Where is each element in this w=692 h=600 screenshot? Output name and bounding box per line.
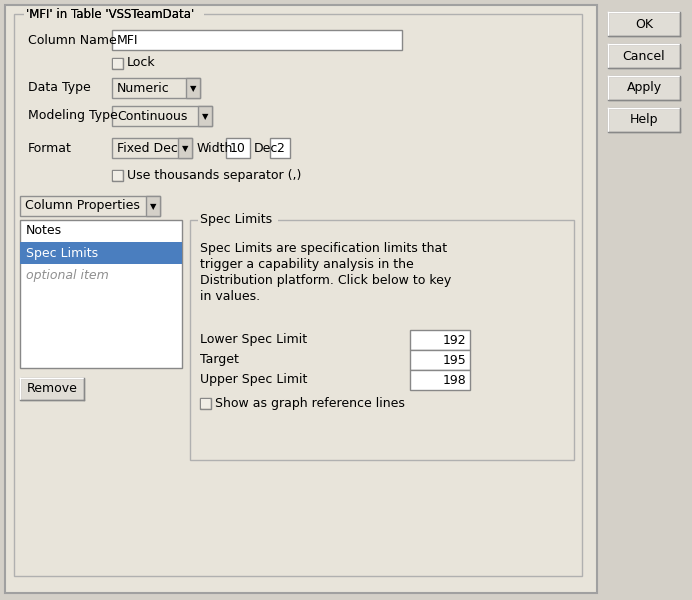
Text: Data Type: Data Type	[28, 82, 91, 94]
Text: optional item: optional item	[26, 269, 109, 281]
Text: Help: Help	[630, 113, 658, 127]
Text: Target: Target	[200, 353, 239, 367]
Text: 10: 10	[230, 142, 246, 154]
Text: Modeling Type: Modeling Type	[28, 109, 118, 122]
Text: ▼: ▼	[149, 202, 156, 211]
Bar	[20, 378, 84, 400]
Text: 192: 192	[442, 334, 466, 346]
Text: Upper Spec Limit: Upper Spec Limit	[200, 373, 307, 386]
Bar	[113, 59, 122, 68]
Text: 'MFI' in Table 'VSSTeamData': 'MFI' in Table 'VSSTeamData'	[26, 7, 194, 20]
Text: Spec Limits are specification limits that: Spec Limits are specification limits tha…	[200, 242, 447, 255]
Bar	[112, 170, 123, 181]
Text: Apply: Apply	[626, 82, 662, 94]
Text: Use thousands separator (,): Use thousands separator (,)	[127, 169, 302, 182]
Bar	[270, 138, 290, 158]
Bar	[410, 330, 470, 350]
Bar	[178, 138, 192, 158]
Text: 2: 2	[276, 142, 284, 154]
Text: 'MFI' in Table 'VSSTeamData': 'MFI' in Table 'VSSTeamData'	[26, 7, 194, 20]
Text: 195: 195	[442, 353, 466, 367]
Text: ▼: ▼	[190, 85, 197, 94]
Bar	[608, 44, 680, 68]
Text: Spec Limits: Spec Limits	[26, 247, 98, 259]
Bar	[112, 78, 200, 98]
Bar	[608, 108, 680, 132]
Bar	[190, 220, 574, 460]
Text: Show as graph reference lines: Show as graph reference lines	[215, 397, 405, 410]
Bar	[14, 14, 582, 576]
Text: Column Properties: Column Properties	[25, 199, 140, 212]
Text: 198: 198	[442, 373, 466, 386]
Bar	[112, 106, 212, 126]
Bar	[112, 138, 192, 158]
Bar	[608, 76, 680, 100]
Bar	[410, 370, 470, 390]
Bar	[410, 350, 470, 370]
Text: OK: OK	[635, 17, 653, 31]
Bar	[226, 138, 250, 158]
Bar	[24, 8, 204, 20]
Bar	[198, 214, 278, 227]
Bar	[113, 171, 122, 180]
Bar	[112, 30, 402, 50]
Text: MFI: MFI	[117, 34, 138, 46]
Bar	[146, 196, 160, 216]
Bar	[112, 58, 123, 69]
Text: ▼: ▼	[202, 113, 208, 121]
Bar	[200, 398, 211, 409]
Text: Width: Width	[197, 142, 233, 154]
Text: Lock: Lock	[127, 56, 156, 70]
Text: Format: Format	[28, 142, 72, 154]
Text: ▼: ▼	[182, 145, 188, 154]
Text: Column Name: Column Name	[28, 34, 117, 46]
Text: Numeric: Numeric	[117, 82, 170, 94]
Text: Lower Spec Limit: Lower Spec Limit	[200, 334, 307, 346]
Bar	[5, 5, 597, 593]
Text: Dec: Dec	[254, 142, 278, 154]
Text: Distribution platform. Click below to key: Distribution platform. Click below to ke…	[200, 274, 451, 287]
Text: Remove: Remove	[26, 383, 78, 395]
Text: Cancel: Cancel	[623, 49, 665, 62]
Text: in values.: in values.	[200, 290, 260, 303]
Text: Continuous: Continuous	[117, 109, 188, 122]
Bar	[20, 196, 160, 216]
Text: trigger a capability analysis in the: trigger a capability analysis in the	[200, 258, 414, 271]
Text: Notes: Notes	[26, 224, 62, 238]
Bar	[186, 78, 200, 98]
Bar	[198, 106, 212, 126]
Text: Spec Limits: Spec Limits	[200, 214, 272, 226]
Bar	[20, 220, 182, 368]
Text: Fixed Dec: Fixed Dec	[117, 142, 178, 154]
Bar	[608, 12, 680, 36]
Bar	[201, 399, 210, 408]
Bar	[20, 242, 182, 264]
